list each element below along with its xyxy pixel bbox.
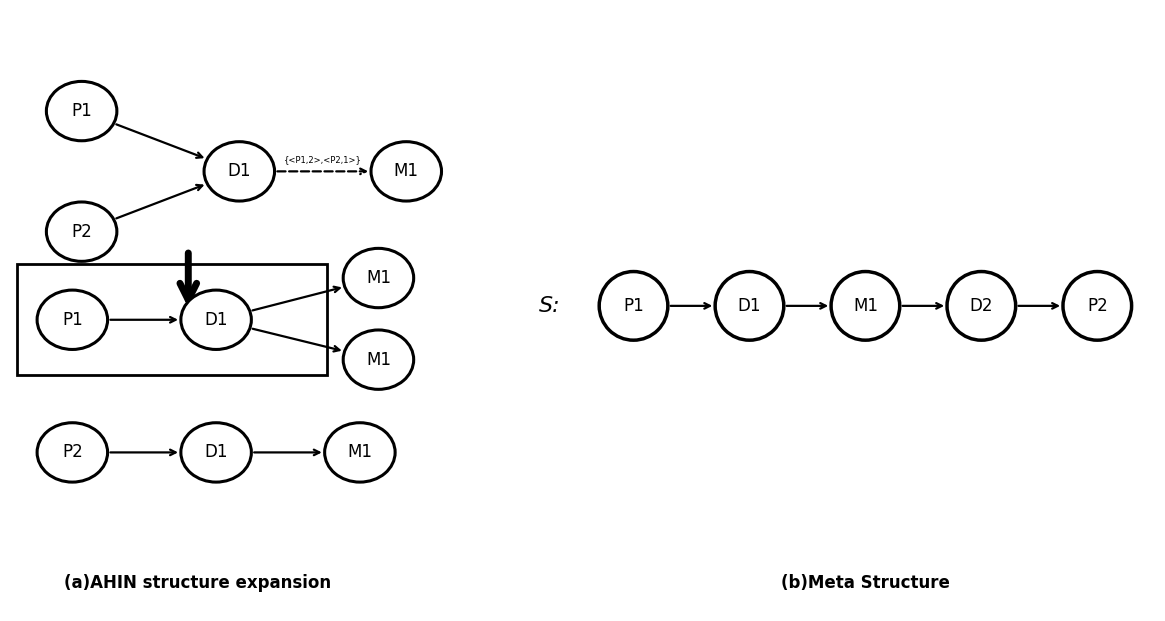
Text: D1: D1 — [204, 310, 228, 329]
Ellipse shape — [344, 248, 414, 308]
Text: D2: D2 — [969, 297, 993, 315]
Ellipse shape — [181, 423, 252, 482]
Ellipse shape — [344, 330, 414, 389]
Ellipse shape — [715, 271, 784, 340]
Text: P1: P1 — [62, 310, 83, 329]
Text: M1: M1 — [366, 269, 391, 287]
Ellipse shape — [37, 290, 107, 350]
Ellipse shape — [204, 142, 275, 201]
Ellipse shape — [370, 142, 442, 201]
Bar — [16, 264, 327, 376]
Text: D1: D1 — [204, 443, 228, 461]
Text: P2: P2 — [1087, 297, 1108, 315]
Text: P2: P2 — [71, 223, 92, 241]
Ellipse shape — [181, 290, 252, 350]
Text: P1: P1 — [71, 102, 92, 120]
Text: S:: S: — [539, 296, 560, 316]
Text: P2: P2 — [62, 443, 83, 461]
Ellipse shape — [47, 202, 116, 261]
Text: D1: D1 — [737, 297, 761, 315]
Text: M1: M1 — [366, 351, 391, 369]
Text: M1: M1 — [394, 162, 418, 180]
Text: {<P1,2>,<P2,1>}: {<P1,2>,<P2,1>} — [284, 155, 361, 164]
Ellipse shape — [831, 271, 899, 340]
Text: M1: M1 — [347, 443, 373, 461]
Ellipse shape — [325, 423, 395, 482]
Ellipse shape — [947, 271, 1016, 340]
Text: (b)Meta Structure: (b)Meta Structure — [781, 574, 949, 592]
Ellipse shape — [37, 423, 107, 482]
Text: (a)AHIN structure expansion: (a)AHIN structure expansion — [64, 574, 331, 592]
Text: M1: M1 — [853, 297, 878, 315]
Ellipse shape — [599, 271, 668, 340]
Text: P1: P1 — [623, 297, 644, 315]
Ellipse shape — [1062, 271, 1131, 340]
Ellipse shape — [47, 81, 116, 141]
Text: D1: D1 — [227, 162, 250, 180]
